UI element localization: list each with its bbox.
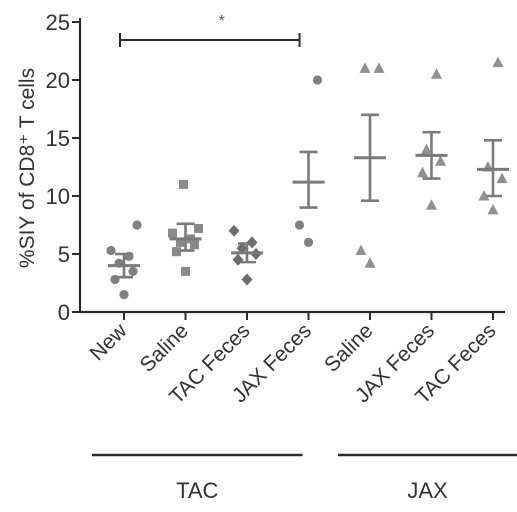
x-tick-label: Saline: [320, 319, 378, 377]
y-tick-label: 5: [58, 242, 70, 267]
y-axis-label: %SIY of CD8⁺ T cells: [16, 68, 39, 268]
data-point: [364, 257, 376, 268]
x-tick-label: New: [86, 319, 133, 366]
data-point: [176, 237, 185, 247]
data-point: [236, 242, 248, 255]
group-labels: TAC JAX: [92, 453, 517, 503]
y-tick-label: 20: [46, 68, 70, 93]
data-point: [190, 240, 199, 250]
data-point: [124, 251, 134, 261]
data-point: [431, 68, 442, 79]
data-point: [119, 290, 129, 300]
data-point: [417, 166, 428, 178]
data-point: [421, 143, 432, 155]
data-point: [128, 266, 138, 276]
data-point: [294, 220, 305, 230]
series-group: [477, 56, 509, 215]
data-point: [179, 179, 188, 189]
data-point: [241, 273, 253, 286]
series-group: [292, 75, 325, 247]
data-point: [172, 247, 181, 257]
group-label: JAX: [407, 478, 448, 503]
significance-star: *: [219, 13, 225, 30]
data-point: [373, 62, 385, 73]
data-point: [181, 266, 190, 276]
significance-annotation: *: [119, 13, 301, 47]
data-point: [492, 56, 504, 68]
data-point: [194, 223, 203, 233]
data-point: [232, 253, 244, 266]
y-tick-label: 25: [46, 10, 70, 35]
data-point: [312, 75, 323, 85]
x-tick-label: Saline: [135, 319, 193, 377]
y-tick-label: 10: [46, 184, 70, 209]
data-point: [110, 274, 120, 285]
y-ticks: 0 5 10 15 20 25: [46, 10, 494, 325]
series-group: [354, 62, 386, 268]
axes: [78, 18, 505, 314]
data-point: [435, 155, 446, 166]
data-point: [303, 237, 314, 247]
group-label: TAC: [176, 478, 218, 503]
series-group: [168, 179, 203, 276]
data-point: [132, 220, 142, 230]
data-point: [426, 199, 437, 210]
series-group: [106, 220, 142, 300]
series-group: [415, 68, 448, 210]
data-point: [228, 224, 240, 237]
y-tick-label: 15: [46, 126, 70, 151]
data-point: [106, 245, 116, 256]
data-marks: [106, 56, 509, 300]
data-point: [168, 228, 177, 238]
y-tick-label: 0: [58, 300, 70, 325]
data-point: [246, 236, 258, 249]
data-point: [478, 190, 490, 201]
data-point: [359, 62, 371, 73]
data-point: [496, 172, 508, 184]
series-group: [228, 224, 263, 286]
data-point: [487, 203, 499, 215]
data-point: [355, 244, 367, 256]
